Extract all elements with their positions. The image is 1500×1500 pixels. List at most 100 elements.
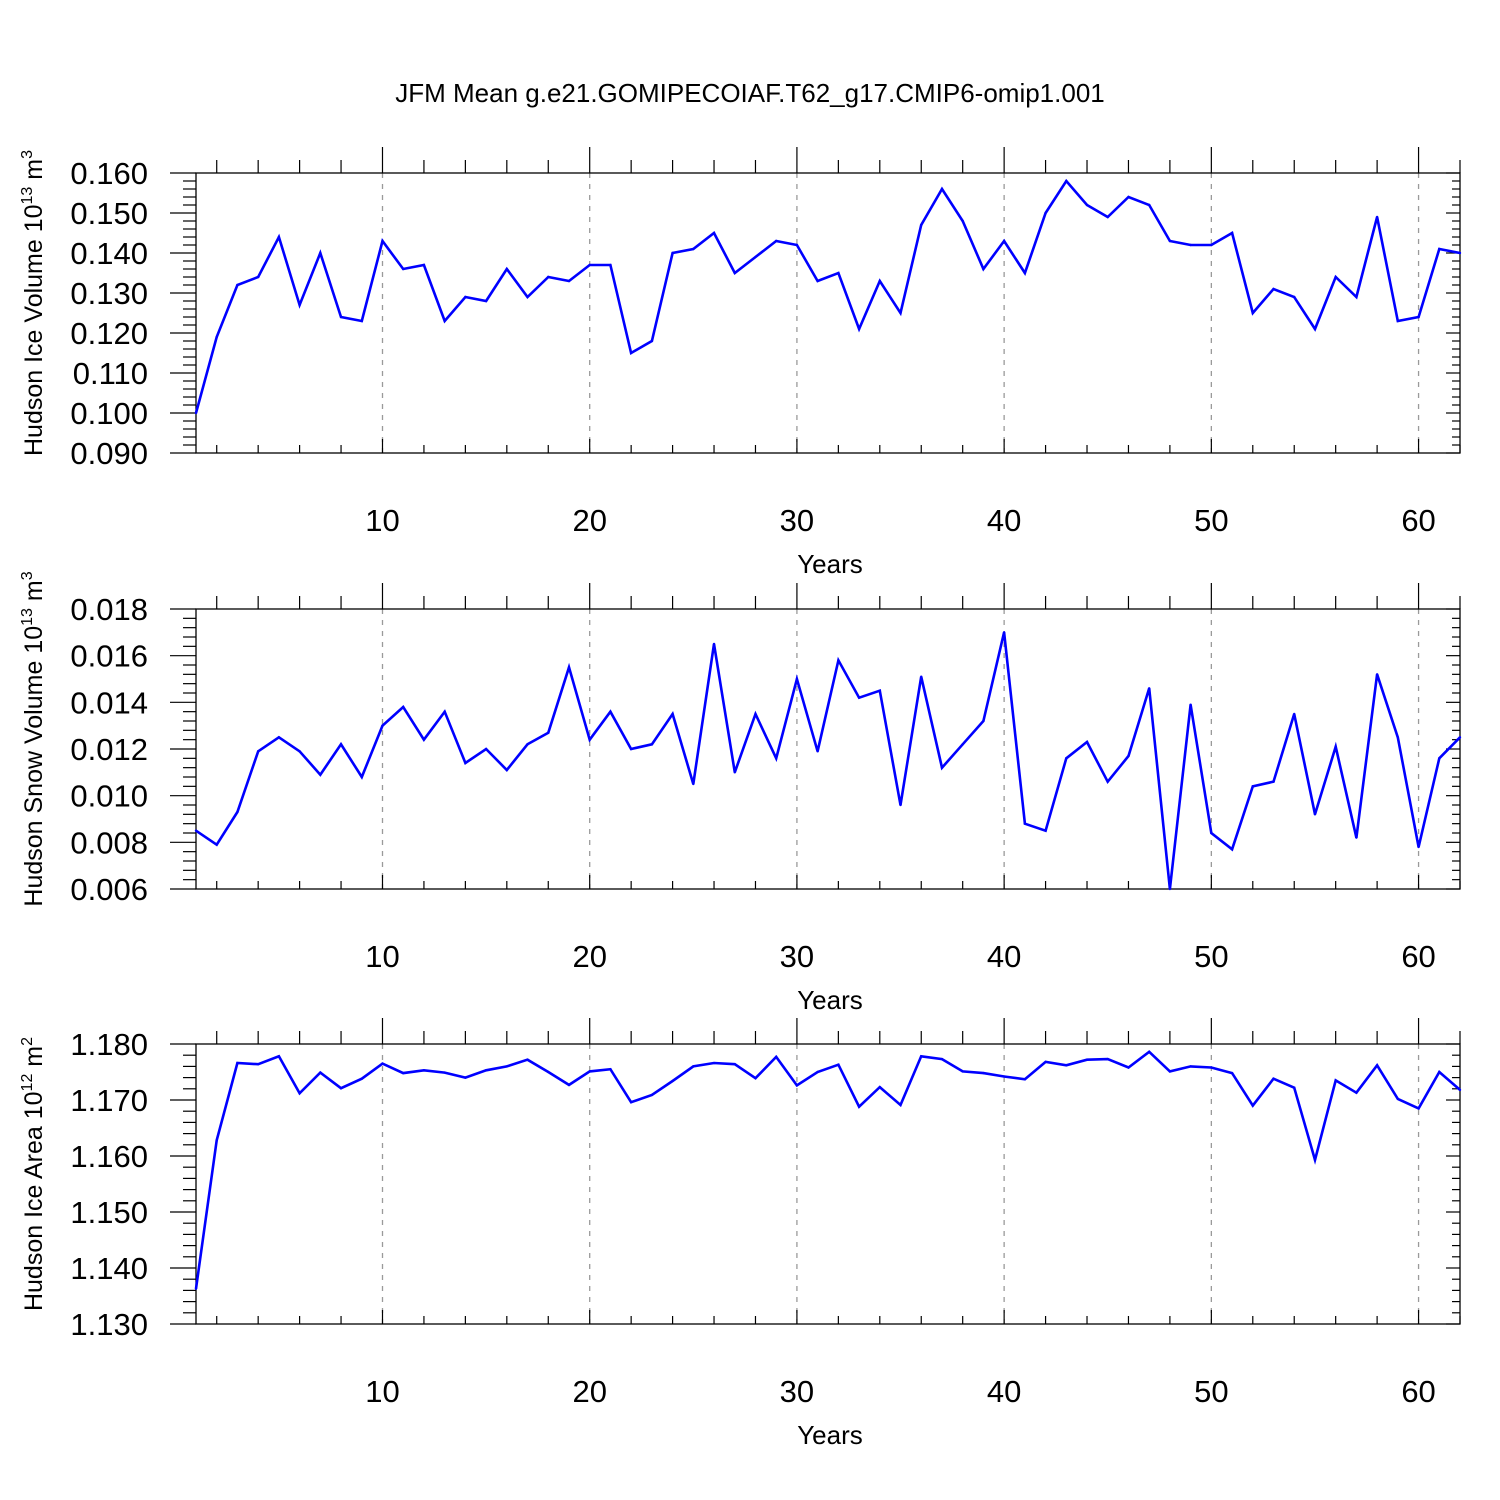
data-point xyxy=(1438,1070,1441,1074)
data-point xyxy=(381,724,384,727)
data-point xyxy=(857,1105,861,1108)
y-axis-label: Hudson Snow Volume 1013 m3 xyxy=(19,571,48,906)
y-tick-label: 0.090 xyxy=(70,436,148,471)
chart-panel-1: 0.090 0.100 0.110 0.120 0.130 0.140 0.150 0.160… xyxy=(19,147,1462,579)
data-point xyxy=(857,696,861,699)
y-tick-label: 0.014 xyxy=(70,685,148,720)
y-tick-label: 1.170 xyxy=(70,1083,148,1118)
data-point xyxy=(1168,239,1172,243)
data-point xyxy=(920,223,923,227)
data-point xyxy=(1396,736,1400,739)
data-point xyxy=(1189,703,1192,706)
data-point xyxy=(982,267,985,271)
series-line xyxy=(194,1050,1461,1289)
data-point xyxy=(402,705,405,709)
data-point xyxy=(1272,780,1275,783)
data-point xyxy=(1334,745,1337,748)
data-point xyxy=(256,275,260,279)
data-point xyxy=(650,1093,654,1097)
data-point xyxy=(1417,315,1420,319)
data-point xyxy=(1230,1071,1234,1075)
y-tick-label: 0.010 xyxy=(70,779,148,814)
x-tick-label: 60 xyxy=(1401,503,1435,538)
data-point xyxy=(1313,813,1317,816)
x-tick-label: 50 xyxy=(1194,503,1228,538)
data-point xyxy=(1251,1104,1254,1107)
chart-panel-2: 0.006 0.008 0.010 0.012 0.014 0.016 0.018 10 20 3… xyxy=(19,571,1462,1015)
data-point xyxy=(381,239,384,243)
y-axis-label-superscript: 12 xyxy=(19,1074,36,1092)
data-point xyxy=(1272,287,1275,291)
data-point xyxy=(1002,1075,1006,1078)
data-point xyxy=(816,750,819,753)
y-tick-label: 1.160 xyxy=(70,1139,148,1174)
x-tick-label: 60 xyxy=(1401,1374,1435,1409)
y-axis-label-text: m xyxy=(20,159,48,187)
y-axis-label-superscript: 13 xyxy=(19,187,36,205)
data-point xyxy=(1355,836,1358,839)
y-axis-label-text: Hudson Ice Volume 10 xyxy=(20,204,48,456)
data-point xyxy=(277,235,281,239)
data-point xyxy=(1230,848,1234,851)
data-point xyxy=(1458,736,1462,739)
data-point xyxy=(1065,1064,1068,1067)
data-point xyxy=(1168,1070,1172,1073)
data-point xyxy=(1375,673,1379,676)
y-axis-label: Hudson Ice Area 1012 m2 xyxy=(19,1037,48,1311)
data-point xyxy=(1417,1107,1420,1110)
data-point xyxy=(961,219,964,223)
data-point xyxy=(464,761,467,765)
y-tick-label: 0.160 xyxy=(70,156,148,191)
series-line xyxy=(195,632,1461,890)
data-point xyxy=(754,712,757,716)
y-tick-label: 0.140 xyxy=(70,236,148,271)
data-point xyxy=(1085,203,1089,207)
data-point xyxy=(547,1070,550,1074)
data-point xyxy=(940,187,944,191)
data-point xyxy=(422,738,426,741)
data-point xyxy=(319,773,322,776)
data-point xyxy=(1044,1060,1047,1064)
y-tick-label: 0.110 xyxy=(73,356,148,391)
data-point xyxy=(422,263,426,267)
data-point xyxy=(733,771,736,774)
x-tick-label: 50 xyxy=(1194,1374,1228,1409)
data-point xyxy=(609,263,612,267)
data-point xyxy=(1210,243,1213,247)
data-point xyxy=(1106,780,1109,783)
y-tick-label: 1.180 xyxy=(70,1027,148,1062)
x-tick-label: 50 xyxy=(1194,939,1228,974)
data-point xyxy=(1127,195,1130,199)
x-axis-label: Years xyxy=(797,985,863,1015)
plot-frame xyxy=(195,172,1461,454)
x-tick-label: 30 xyxy=(780,1374,814,1409)
data-point xyxy=(857,327,861,331)
data-point xyxy=(1293,712,1296,716)
data-point xyxy=(795,677,799,681)
data-point xyxy=(1272,1077,1275,1080)
data-point xyxy=(899,1103,902,1107)
data-point xyxy=(402,1071,405,1075)
data-point xyxy=(671,1079,674,1083)
data-point xyxy=(588,738,591,741)
y-axis-label-text: Hudson Snow Volume 10 xyxy=(20,626,48,907)
data-point xyxy=(1023,1078,1027,1081)
data-point xyxy=(692,782,695,786)
y-axis-label-text: m xyxy=(20,1046,48,1074)
data-point xyxy=(298,303,301,307)
x-tick-label: 40 xyxy=(987,939,1021,974)
data-point xyxy=(526,1058,529,1061)
data-point xyxy=(671,251,674,255)
y-axis-label-superscript: 3 xyxy=(19,150,36,159)
data-point xyxy=(774,1055,778,1059)
data-point xyxy=(1334,275,1337,279)
data-point xyxy=(650,743,654,746)
data-point xyxy=(339,743,343,746)
data-point xyxy=(1168,887,1172,891)
chart-panel-3: 1.130 1.140 1.150 1.160 1.170 1.180 10 20 30 40 50… xyxy=(19,1018,1462,1450)
data-point xyxy=(381,1062,384,1065)
data-point xyxy=(215,1139,218,1142)
data-point xyxy=(1189,243,1192,247)
data-point xyxy=(629,1101,633,1104)
